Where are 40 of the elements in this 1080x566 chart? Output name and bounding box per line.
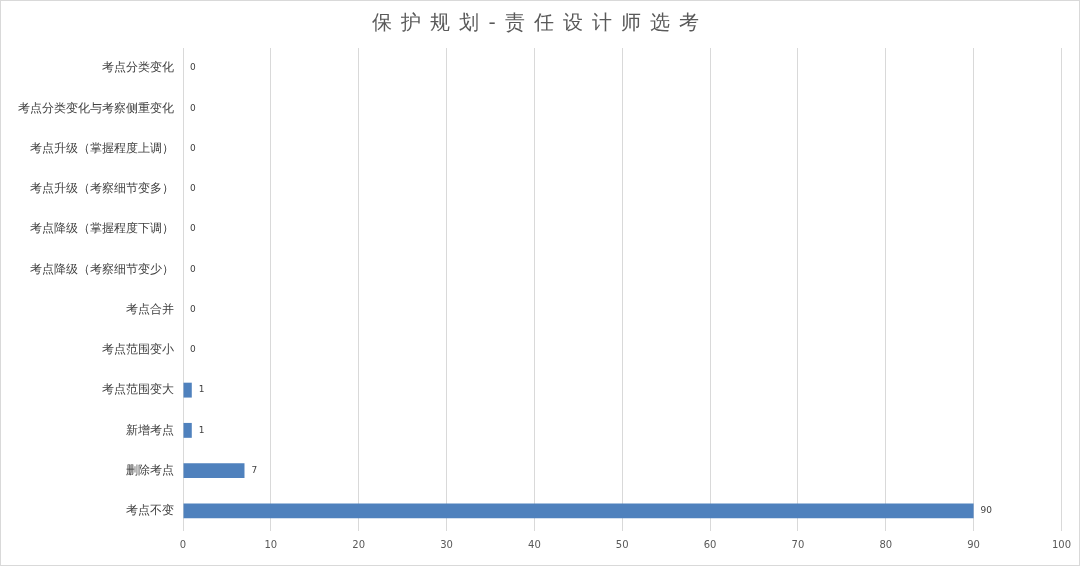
data-label: 0 (190, 263, 196, 274)
y-tick-label: 考点不变 (126, 503, 174, 518)
bar (183, 503, 974, 519)
y-tick-label: 考点降级（掌握程度下调） (30, 221, 174, 236)
y-tick-label: 删除考点 (126, 462, 174, 477)
y-tick-label: 考点合并 (126, 301, 174, 316)
data-label: 0 (190, 102, 196, 113)
x-tick-label: 70 (791, 538, 805, 550)
y-tick-label: 考点升级（考察细节变多） (30, 181, 174, 196)
y-tick-label: 考点升级（掌握程度上调） (30, 140, 174, 155)
data-label: 0 (190, 62, 196, 73)
x-tick-label: 0 (179, 538, 187, 550)
x-tick-label: 80 (879, 538, 893, 550)
data-label: 0 (190, 303, 196, 314)
x-tick-label: 90 (967, 538, 980, 550)
y-tick-label: 考点分类变化 (102, 60, 174, 75)
x-tick-label: 50 (615, 538, 629, 550)
y-tick-label: 考点范围变大 (102, 382, 174, 397)
x-tick-label: 20 (352, 538, 366, 550)
y-tick-label: 考点范围变小 (102, 342, 174, 357)
y-tick-label: 考点分类变化与考察侧重变化 (18, 100, 174, 115)
x-tick-label: 40 (528, 538, 541, 550)
data-label: 7 (251, 464, 258, 475)
data-label: 0 (190, 344, 196, 355)
chart-title: 保护规划-责任设计师选考 (371, 9, 709, 36)
y-tick-label: 新增考点 (126, 422, 174, 437)
data-label: 0 (190, 223, 196, 234)
x-tick-label: 30 (440, 538, 453, 550)
x-tick-label: 10 (264, 538, 278, 550)
y-tick-label: 考点降级（考察细节变少） (30, 261, 174, 276)
data-label: 0 (190, 183, 196, 194)
x-tick-label: 100 (1051, 538, 1071, 550)
bar (183, 382, 192, 398)
data-label: 1 (198, 384, 205, 395)
bar (183, 463, 245, 479)
data-label: 90 (980, 505, 993, 516)
data-label: 0 (190, 142, 196, 153)
data-label: 1 (198, 424, 205, 435)
x-tick-label: 60 (703, 538, 717, 550)
bar (183, 422, 192, 438)
